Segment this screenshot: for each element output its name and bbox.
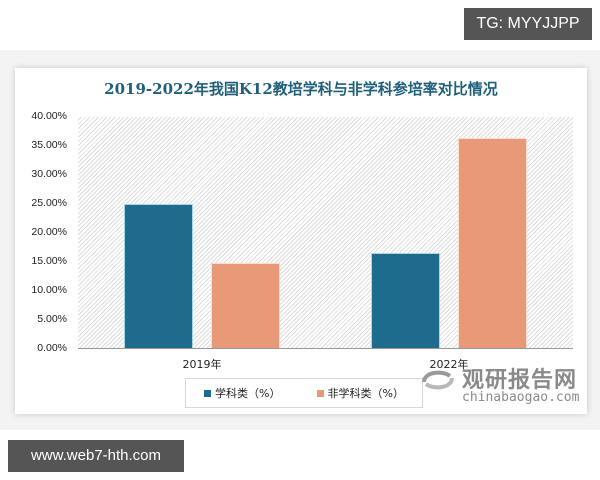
legend-swatch-subject — [204, 389, 212, 397]
legend-label-non-subject: 非学科类（%） — [327, 387, 404, 400]
y-tick-label: 30.00% — [31, 168, 67, 180]
url-badge: www.web7-hth.com — [8, 440, 184, 472]
bar-subject-1 — [371, 253, 440, 349]
watermark-domain: chinabaogao.com — [462, 390, 580, 405]
bar-non-subject-0 — [211, 263, 280, 349]
y-tick-label: 25.00% — [31, 197, 67, 209]
y-tick-label: 0.00% — [37, 342, 67, 354]
x-tick-label: 2022年 — [429, 358, 469, 371]
x-axis-line — [78, 348, 573, 349]
y-tick-label: 35.00% — [31, 139, 67, 151]
y-tick-label: 10.00% — [31, 284, 67, 296]
watermark-cn: 观研报告网 — [462, 368, 578, 393]
bar-subject-0 — [124, 204, 193, 349]
plot-area — [78, 117, 573, 349]
y-tick-label: 15.00% — [31, 255, 67, 267]
legend-label-subject: 学科类（%） — [215, 387, 281, 400]
y-tick-label: 20.00% — [31, 226, 67, 238]
legend-item-non-subject: 非学科类（%） — [316, 385, 404, 401]
chart-title: 2019-2022年我国K12教培学科与非学科参培率对比情况 — [104, 80, 498, 98]
tg-badge: TG: MYYJJPP — [464, 8, 592, 40]
chart-card: 2019-2022年我国K12教培学科与非学科参培率对比情况 0.00% 5.00… — [15, 68, 587, 414]
legend-item-subject: 学科类（%） — [204, 385, 280, 401]
y-tick-label: 5.00% — [37, 313, 67, 325]
watermark: 观研报告网 chinabaogao.com — [420, 362, 590, 412]
x-tick-label: 2019年 — [182, 358, 222, 371]
legend: 学科类（%） 非学科类（%） — [185, 378, 423, 408]
bar-non-subject-1 — [458, 137, 527, 349]
y-tick-label: 40.00% — [31, 110, 67, 122]
chinabaogao-logo-icon — [422, 370, 454, 390]
legend-swatch-non-subject — [316, 389, 324, 397]
